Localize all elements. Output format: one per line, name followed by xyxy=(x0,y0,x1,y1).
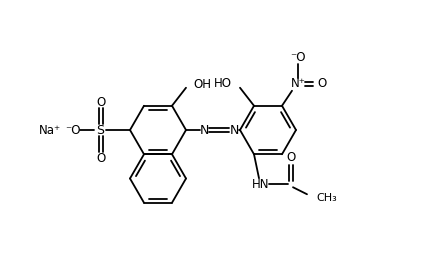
Text: CH₃: CH₃ xyxy=(315,193,336,203)
Text: O: O xyxy=(96,96,105,108)
Text: O: O xyxy=(317,77,326,90)
Text: HO: HO xyxy=(214,77,231,90)
Text: HN: HN xyxy=(252,178,269,191)
Text: S: S xyxy=(96,124,104,136)
Text: OH: OH xyxy=(193,78,210,91)
Text: N⁺: N⁺ xyxy=(290,77,305,90)
Text: N: N xyxy=(229,124,238,136)
Text: ⁻O: ⁻O xyxy=(289,51,305,64)
Text: N: N xyxy=(199,124,208,136)
Text: Na⁺: Na⁺ xyxy=(39,124,61,136)
Text: ⁻O: ⁻O xyxy=(65,124,81,136)
Text: O: O xyxy=(286,151,295,164)
Text: O: O xyxy=(96,151,105,164)
